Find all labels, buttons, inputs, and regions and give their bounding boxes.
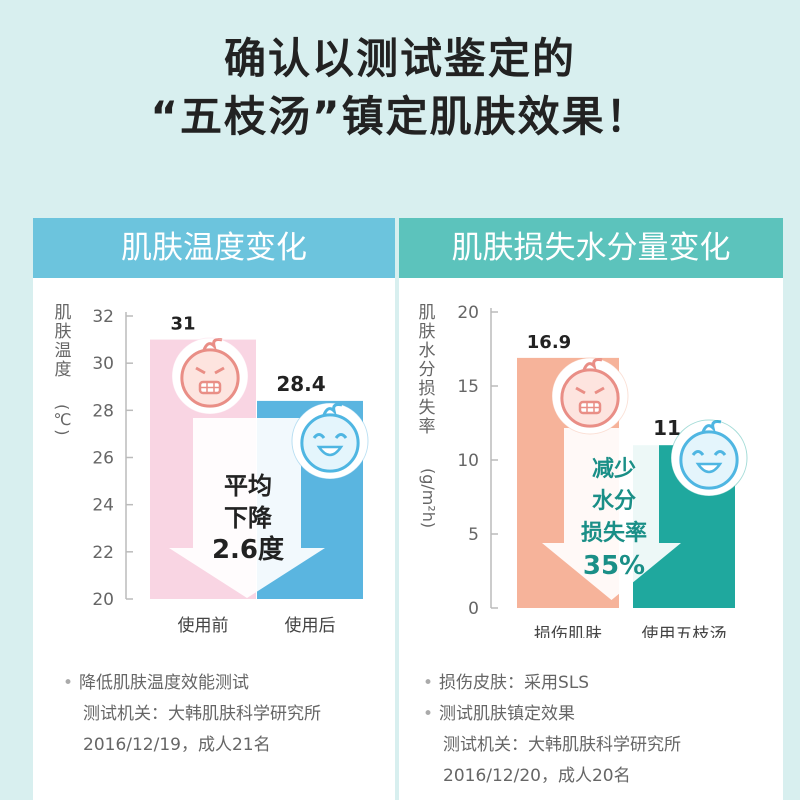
temperature-note-2: 测试机关：大韩肌肤科学研究所 (83, 704, 321, 724)
temperature-face-mouth (316, 445, 344, 457)
headline-line-1: 确认以测试鉴定的 (223, 34, 576, 83)
moisture-face-hair (701, 420, 722, 433)
temperature-happy-baby-face-icon (291, 402, 369, 480)
temperature-face-brows (195, 366, 225, 375)
moisture-y-tick-label: 15 (457, 377, 479, 397)
moisture-category-label-2: 使用五枝汤 (642, 624, 727, 638)
temperature-chart: 32 30 28 26 24 22 20 31 28.4 使用前 使用后 (92, 307, 369, 636)
temperature-annotation: 平均 下降 2.6度 (188, 470, 308, 566)
moisture-face-hair (582, 358, 603, 371)
temperature-face-ring (171, 337, 249, 415)
moisture-panel-title: 肌肤损失水分量变化 (399, 218, 783, 278)
temperature-y-tick-label: 32 (92, 307, 114, 327)
temperature-notes: • 降低肌肤温度效能测试 测试机关：大韩肌肤科学研究所 2016/12/19，成人… (63, 668, 321, 761)
temperature-note-3: 2016/12/19，成人21名 (83, 735, 271, 755)
temperature-y-tick-label: 26 (92, 449, 114, 469)
moisture-face-head (560, 368, 620, 428)
headline-line-2: “五枝汤”镇定肌肤效果！ (150, 92, 650, 141)
moisture-ylabel: 肌肤水分损失率 (418, 303, 436, 437)
temperature-yunit: (℃) (53, 404, 72, 436)
moisture-y-tick-label: 10 (457, 451, 479, 471)
moisture-annotation-line-1: 减少 (591, 457, 636, 482)
moisture-face-brows (575, 386, 605, 395)
moisture-yunit: (g/m²h) (419, 468, 438, 529)
temperature-ylabel: 肌肤温度 (54, 303, 72, 380)
moisture-down-arrow (542, 428, 681, 600)
temperature-face-teeth (200, 382, 220, 393)
temperature-face-hair (202, 338, 223, 351)
moisture-value-label-1: 16.9 (527, 332, 571, 353)
headline: 确认以测试鉴定的 “五枝汤”镇定肌肤效果！ (0, 30, 800, 146)
moisture-y-tick-label: 5 (468, 525, 479, 545)
moisture-y-tick-label: 0 (468, 599, 479, 619)
temperature-face-head (300, 413, 360, 473)
moisture-face-teeth (580, 402, 600, 413)
temperature-face-eyes (312, 433, 348, 439)
temperature-category-label-1: 使用前 (178, 615, 229, 636)
temperature-face-hair (322, 403, 343, 416)
temperature-category-label-2: 使用后 (285, 615, 336, 636)
temperature-annotation-line-3: 2.6度 (211, 535, 285, 565)
temperature-note-1: 降低肌肤温度效能测试 (79, 673, 250, 693)
temperature-y-tick-label: 22 (92, 543, 114, 563)
temperature-down-arrow (169, 418, 325, 598)
temperature-annotation-line-2: 下降 (224, 504, 272, 532)
moisture-note-1: 损伤皮肤：采用SLS (439, 673, 590, 693)
note-bullet: • (423, 704, 434, 724)
moisture-category-label-1: 损伤肌肤 (534, 625, 602, 638)
moisture-y-tick-label: 20 (457, 303, 479, 323)
moisture-notes: • 损伤皮肤：采用SLS • 测试肌肤镇定效果 测试机关：大韩肌肤科学研究所 201… (423, 668, 681, 792)
temperature-value-label-2: 28.4 (276, 372, 325, 396)
temperature-annotation-line-1: 平均 (224, 472, 272, 500)
moisture-annotation-line-2: 水分 (591, 489, 636, 514)
moisture-annotation-line-3: 损失率 (580, 521, 647, 546)
note-bullet: • (423, 673, 434, 693)
moisture-face-ring (551, 357, 629, 435)
moisture-face-mouth (695, 462, 723, 474)
temperature-y-tick-label: 30 (92, 354, 114, 374)
note-bullet: • (63, 673, 74, 693)
moisture-chart: 20 15 10 5 0 16.9 11 损伤肌肤 使用五枝汤 (457, 303, 748, 638)
temperature-y-tick-label: 20 (92, 590, 114, 610)
moisture-note-2: 测试肌肤镇定效果 (439, 704, 576, 724)
moisture-face-eyes (691, 450, 727, 456)
moisture-value-label-2: 11 (653, 416, 681, 440)
temperature-panel-title: 肌肤温度变化 (33, 218, 395, 278)
moisture-note-4: 2016/12/20，成人20名 (443, 766, 631, 786)
moisture-panel: 肌肤损失水分量变化 肌肤水分损失率 (g/m²h) 20 15 10 5 0 16.9 11… (399, 218, 783, 800)
temperature-face-head (180, 348, 240, 408)
moisture-happy-baby-face-icon (670, 419, 748, 497)
temperature-face-ring (291, 402, 369, 480)
temperature-panel: 肌肤温度变化 肌肤温度 (℃) 32 30 28 26 24 22 20 31 28.4 使用前 使… (33, 218, 395, 800)
temperature-y-tick-label: 28 (92, 401, 114, 421)
temperature-value-label-1: 31 (170, 314, 195, 335)
temperature-angry-baby-face-icon (171, 337, 249, 415)
moisture-angry-baby-face-icon (551, 357, 629, 435)
moisture-face-ring (670, 419, 748, 497)
moisture-annotation: 减少 水分 损失率 35% (559, 454, 669, 582)
moisture-note-3: 测试机关：大韩肌肤科学研究所 (443, 735, 681, 755)
moisture-face-head (679, 430, 739, 490)
moisture-annotation-line-4: 35% (582, 551, 646, 581)
temperature-y-tick-label: 24 (92, 496, 114, 516)
